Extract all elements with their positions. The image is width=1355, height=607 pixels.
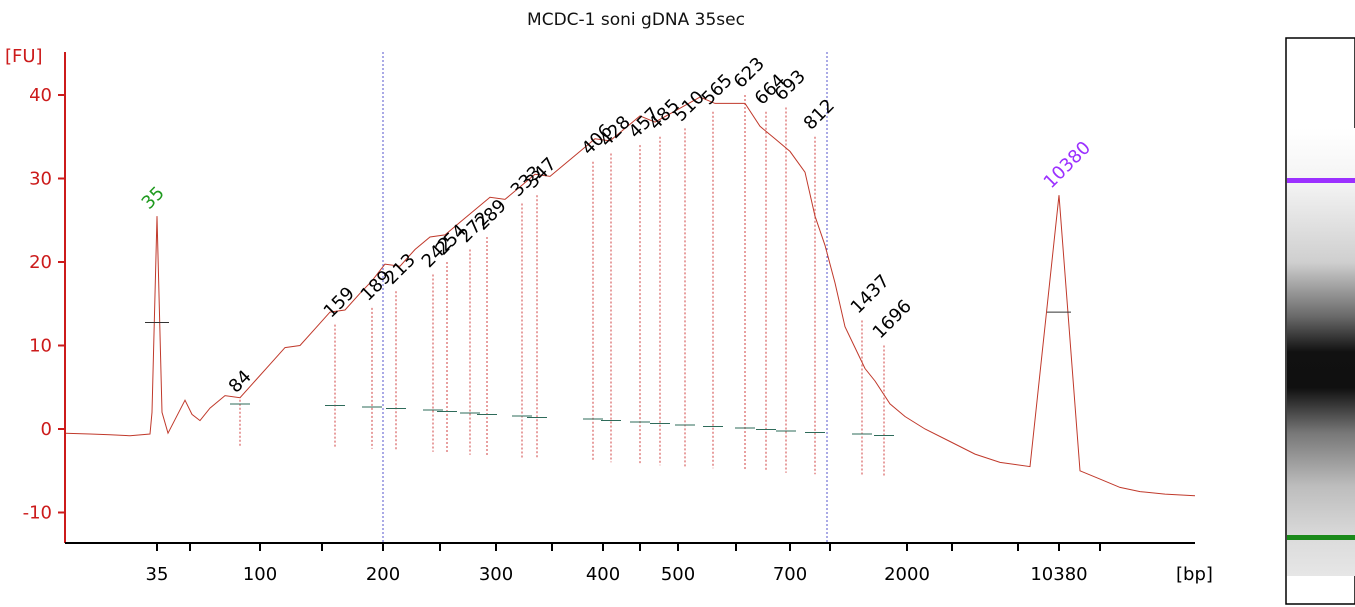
y-axis-unit-label: [FU] bbox=[5, 46, 43, 67]
x-tick-label: 500 bbox=[661, 564, 695, 585]
x-tick-label: 10380 bbox=[1030, 564, 1087, 585]
x-tick-label: 400 bbox=[586, 564, 620, 585]
gel-lane-smear bbox=[1287, 128, 1355, 576]
electropherogram-trace bbox=[64, 96, 1196, 497]
gel-lane bbox=[1285, 37, 1355, 605]
x-tick-label: 2000 bbox=[884, 564, 930, 585]
peak-label: 159 bbox=[320, 283, 359, 322]
x-tick-label: 700 bbox=[773, 564, 807, 585]
peak-label: 84 bbox=[225, 366, 256, 397]
y-tick-label: 0 bbox=[41, 419, 52, 440]
marker-label: 35 bbox=[138, 183, 169, 214]
chart-title: MCDC-1 soni gDNA 35sec bbox=[527, 10, 745, 30]
x-axis-unit-label: [bp] bbox=[1176, 564, 1213, 585]
gel-upper-marker-band bbox=[1287, 178, 1355, 183]
peak-label: 812 bbox=[800, 95, 839, 134]
y-tick-label: 40 bbox=[29, 85, 52, 106]
y-tick-label: 30 bbox=[29, 169, 52, 190]
x-tick-label: 200 bbox=[366, 564, 400, 585]
x-tick-label: 35 bbox=[146, 564, 169, 585]
y-tick-label: 10 bbox=[29, 336, 52, 357]
x-tick-label: 300 bbox=[479, 564, 513, 585]
gel-lower-marker-band bbox=[1287, 535, 1355, 540]
y-tick-label: -10 bbox=[23, 503, 52, 524]
x-tick-label: 100 bbox=[243, 564, 277, 585]
marker-label: 10380 bbox=[1040, 137, 1095, 192]
y-tick-label: 20 bbox=[29, 252, 52, 273]
